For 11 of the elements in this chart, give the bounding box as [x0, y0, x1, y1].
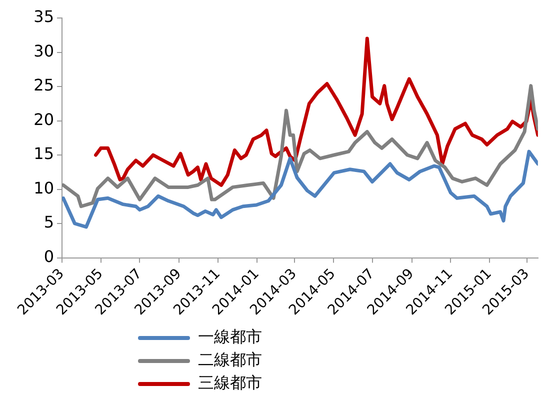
y-tick-label: 25: [34, 76, 54, 95]
y-tick-label: 10: [34, 178, 54, 198]
legend-label: 一線都市: [198, 327, 262, 348]
y-tick-label: 0: [44, 246, 54, 266]
y-tick-label: 35: [34, 7, 54, 26]
legend-label: 三線都市: [198, 373, 262, 394]
legend-label: 二線都市: [198, 350, 262, 371]
y-tick-label: 30: [34, 41, 54, 60]
y-tick-label: 5: [44, 212, 54, 232]
y-tick-label: 20: [34, 110, 54, 129]
y-tick-label: 15: [34, 144, 54, 164]
